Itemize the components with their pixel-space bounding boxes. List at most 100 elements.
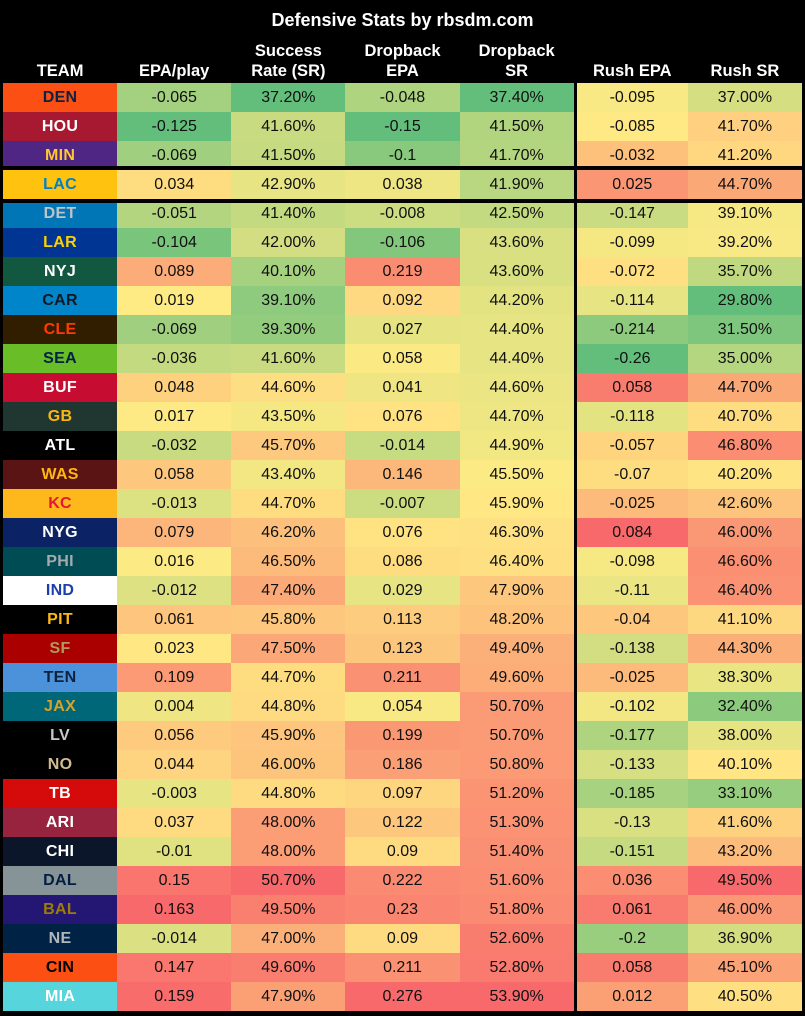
stat-cell-ari-col1: 0.037 xyxy=(117,808,232,837)
stat-cell-hou-col6: 41.70% xyxy=(687,112,802,141)
stat-cell-pit-col2: 45.80% xyxy=(231,605,346,634)
stat-cell-min-col3: -0.1 xyxy=(345,141,460,170)
table-row-cin: CIN 0.147 49.60% 0.211 52.80% 0.058 45.10% xyxy=(3,953,802,982)
stat-cell-kc-col5: -0.025 xyxy=(573,489,688,518)
stat-cell-cle-col2: 39.30% xyxy=(231,315,346,344)
stat-cell-tb-col6: 33.10% xyxy=(687,779,802,808)
team-cell-sf: SF xyxy=(3,634,118,663)
stat-cell-gb-col1: 0.017 xyxy=(117,402,232,431)
stat-cell-dal-col2: 50.70% xyxy=(231,866,346,895)
stat-cell-lv-col6: 38.00% xyxy=(687,721,802,750)
stat-cell-nyj-col3: 0.219 xyxy=(345,257,460,286)
stat-cell-phi-col6: 46.60% xyxy=(687,547,802,576)
stat-cell-mia-col6: 40.50% xyxy=(687,982,802,1011)
table-row-jax: JAX 0.004 44.80% 0.054 50.70% -0.102 32.40% xyxy=(3,692,802,721)
stat-cell-atl-col3: -0.014 xyxy=(345,431,460,460)
team-cell-lac: LAC xyxy=(3,170,118,199)
stat-cell-mia-col1: 0.159 xyxy=(117,982,232,1011)
stat-cell-jax-col6: 32.40% xyxy=(687,692,802,721)
stat-cell-sea-col5: -0.26 xyxy=(573,344,688,373)
stat-cell-sea-col4: 44.40% xyxy=(459,344,574,373)
team-cell-was: WAS xyxy=(3,460,118,489)
stat-cell-kc-col2: 44.70% xyxy=(231,489,346,518)
stat-cell-min-col6: 41.20% xyxy=(687,141,802,170)
stat-cell-lac-col3: 0.038 xyxy=(345,170,460,199)
table-row-nyj: NYJ 0.089 40.10% 0.219 43.60% -0.072 35.70% xyxy=(3,257,802,286)
stat-cell-nyg-col3: 0.076 xyxy=(345,518,460,547)
stat-cell-lac-col6: 44.70% xyxy=(687,170,802,199)
table-row-chi: CHI -0.01 48.00% 0.09 51.40% -0.151 43.20% xyxy=(3,837,802,866)
stat-cell-atl-col2: 45.70% xyxy=(231,431,346,460)
stat-cell-bal-col6: 46.00% xyxy=(687,895,802,924)
stat-cell-ne-col4: 52.60% xyxy=(459,924,574,953)
team-cell-nyg: NYG xyxy=(3,518,118,547)
table-row-tb: TB -0.003 44.80% 0.097 51.20% -0.185 33.10% xyxy=(3,779,802,808)
stat-cell-hou-col3: -0.15 xyxy=(345,112,460,141)
stat-cell-no-col3: 0.186 xyxy=(345,750,460,779)
table-row-was: WAS 0.058 43.40% 0.146 45.50% -0.07 40.20% xyxy=(3,460,802,489)
team-cell-bal: BAL xyxy=(3,895,118,924)
stat-cell-ari-col2: 48.00% xyxy=(231,808,346,837)
team-cell-ne: NE xyxy=(3,924,118,953)
stat-cell-lv-col5: -0.177 xyxy=(573,721,688,750)
stat-cell-no-col5: -0.133 xyxy=(573,750,688,779)
stat-cell-car-col5: -0.114 xyxy=(573,286,688,315)
stat-cell-hou-col2: 41.60% xyxy=(231,112,346,141)
stat-cell-nyg-col6: 46.00% xyxy=(687,518,802,547)
team-cell-hou: HOU xyxy=(3,112,118,141)
stat-cell-ind-col5: -0.11 xyxy=(573,576,688,605)
column-header-dropback-epa: Dropback EPA xyxy=(364,42,441,80)
stat-cell-lv-col2: 45.90% xyxy=(231,721,346,750)
stat-cell-nyj-col1: 0.089 xyxy=(117,257,232,286)
stat-cell-lv-col1: 0.056 xyxy=(117,721,232,750)
team-cell-ten: TEN xyxy=(3,663,118,692)
table-row-nyg: NYG 0.079 46.20% 0.076 46.30% 0.084 46.00% xyxy=(3,518,802,547)
stat-cell-jax-col1: 0.004 xyxy=(117,692,232,721)
team-cell-atl: ATL xyxy=(3,431,118,460)
stat-cell-chi-col3: 0.09 xyxy=(345,837,460,866)
team-cell-lar: LAR xyxy=(3,228,118,257)
stat-cell-sf-col5: -0.138 xyxy=(573,634,688,663)
stat-cell-cin-col5: 0.058 xyxy=(573,953,688,982)
table-row-min: MIN -0.069 41.50% -0.1 41.70% -0.032 41.20% xyxy=(3,141,802,170)
stat-cell-ten-col2: 44.70% xyxy=(231,663,346,692)
stat-cell-no-col6: 40.10% xyxy=(687,750,802,779)
stat-cell-car-col3: 0.092 xyxy=(345,286,460,315)
stat-cell-ind-col1: -0.012 xyxy=(117,576,232,605)
stat-cell-phi-col4: 46.40% xyxy=(459,547,574,576)
column-header-success-rate-sr: Success Rate (SR) xyxy=(251,42,326,80)
stat-cell-lac-col2: 42.90% xyxy=(231,170,346,199)
stat-cell-tb-col5: -0.185 xyxy=(573,779,688,808)
stat-cell-ind-col3: 0.029 xyxy=(345,576,460,605)
stat-cell-jax-col2: 44.80% xyxy=(231,692,346,721)
table-row-no: NO 0.044 46.00% 0.186 50.80% -0.133 40.10% xyxy=(3,750,802,779)
stat-cell-nyj-col5: -0.072 xyxy=(573,257,688,286)
table-row-mia: MIA 0.159 47.90% 0.276 53.90% 0.012 40.50% xyxy=(3,982,802,1011)
team-cell-min: MIN xyxy=(3,141,118,170)
stat-cell-phi-col1: 0.016 xyxy=(117,547,232,576)
stat-cell-dal-col5: 0.036 xyxy=(573,866,688,895)
stat-cell-min-col2: 41.50% xyxy=(231,141,346,170)
stat-cell-pit-col4: 48.20% xyxy=(459,605,574,634)
stat-cell-jax-col4: 50.70% xyxy=(459,692,574,721)
stat-cell-den-col2: 37.20% xyxy=(231,83,346,112)
stat-cell-gb-col3: 0.076 xyxy=(345,402,460,431)
stats-table: DEN -0.065 37.20% -0.048 37.40% -0.095 37.00% H… xyxy=(3,83,802,1011)
stat-cell-den-col1: -0.065 xyxy=(117,83,232,112)
stat-cell-min-col4: 41.70% xyxy=(459,141,574,170)
stat-cell-lar-col6: 39.20% xyxy=(687,228,802,257)
stat-cell-cle-col4: 44.40% xyxy=(459,315,574,344)
stat-cell-ind-col6: 46.40% xyxy=(687,576,802,605)
team-cell-cin: CIN xyxy=(3,953,118,982)
stat-cell-tb-col2: 44.80% xyxy=(231,779,346,808)
stat-cell-car-col4: 44.20% xyxy=(459,286,574,315)
team-cell-sea: SEA xyxy=(3,344,118,373)
stat-cell-sf-col6: 44.30% xyxy=(687,634,802,663)
stat-cell-cle-col6: 31.50% xyxy=(687,315,802,344)
column-header-team: TEAM xyxy=(36,61,84,80)
team-cell-det: DET xyxy=(3,199,118,228)
stat-cell-mia-col5: 0.012 xyxy=(573,982,688,1011)
table-row-buf: BUF 0.048 44.60% 0.041 44.60% 0.058 44.70% xyxy=(3,373,802,402)
column-header-rush-sr: Rush SR xyxy=(710,61,780,80)
